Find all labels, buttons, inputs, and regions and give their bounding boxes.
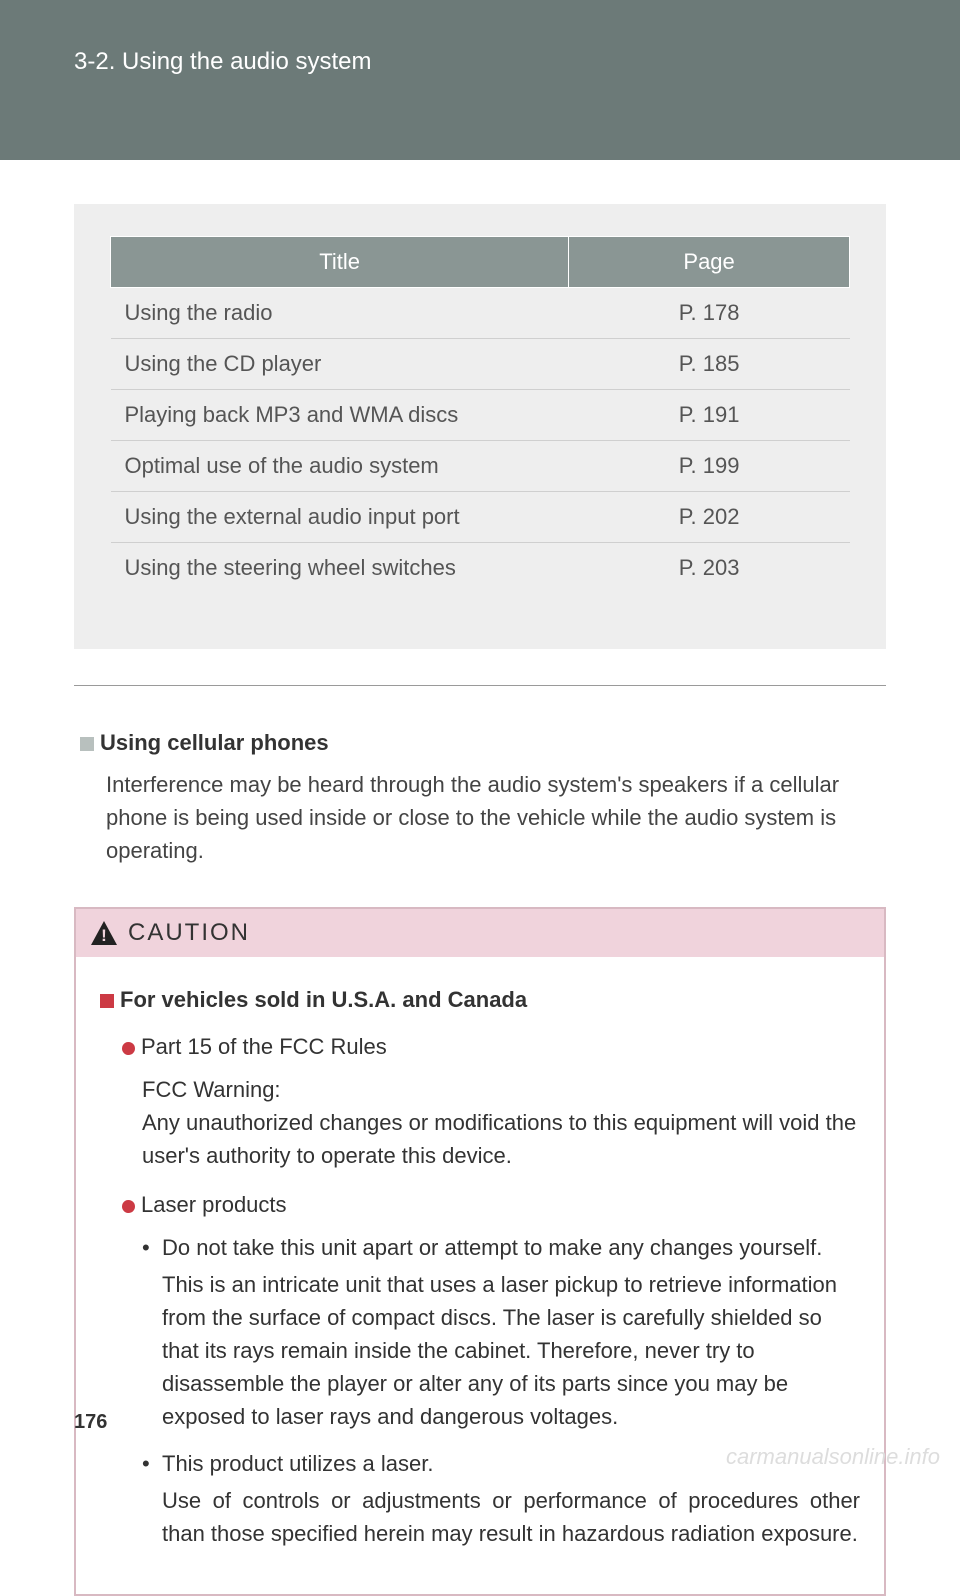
note-heading-text: Using cellular phones [100,730,329,755]
th-title: Title [111,237,569,288]
bullet-dot-icon: • [142,1231,162,1264]
caution-item-title: Part 15 of the FCC Rules [141,1034,387,1059]
page-content: Title Page Using the radio P. 178 Using … [0,204,960,1596]
note-body: Interference may be heard through the au… [106,768,880,867]
section-title: 3-2. Using the audio system [74,48,960,76]
fcc-warning-label: FCC Warning: [142,1077,281,1102]
caution-bullet: • Do not take this unit apart or attempt… [142,1231,860,1264]
cell-page: P. 202 [569,492,850,543]
svg-text:!: ! [101,926,107,945]
page-number: 176 [74,1411,107,1434]
caution-item: Laser products [122,1188,860,1221]
note-heading: Using cellular phones [80,730,880,756]
cell-page: P. 199 [569,441,850,492]
caution-box: ! CAUTION For vehicles sold in U.S.A. an… [74,907,886,1596]
table-row: Using the external audio input port P. 2… [111,492,850,543]
caution-title: CAUTION [128,919,250,947]
caution-header: ! CAUTION [76,909,884,957]
watermark: carmanualsonline.info [726,1444,940,1470]
dot-bullet-icon [122,1042,135,1055]
bullet-dot-icon: • [142,1447,162,1480]
cell-page: P. 178 [569,288,850,339]
caution-item-title: Laser products [141,1192,287,1217]
cell-title: Using the external audio input port [111,492,569,543]
fcc-warning-body: Any unauthorized changes or modification… [142,1110,856,1168]
caution-sub: FCC Warning: Any unauthorized changes or… [142,1073,860,1172]
caution-heading: For vehicles sold in U.S.A. and Canada [100,983,860,1016]
square-bullet-icon [80,737,94,751]
cell-page: P. 191 [569,390,850,441]
warning-triangle-icon: ! [90,920,118,946]
caution-body: For vehicles sold in U.S.A. and Canada P… [76,957,884,1594]
cell-title: Using the CD player [111,339,569,390]
cell-title: Optimal use of the audio system [111,441,569,492]
caution-item: Part 15 of the FCC Rules [122,1030,860,1063]
note-block: Using cellular phones Interference may b… [74,730,886,867]
table-row: Using the radio P. 178 [111,288,850,339]
table-row: Using the steering wheel switches P. 203 [111,543,850,594]
index-table-wrap: Title Page Using the radio P. 178 Using … [74,204,886,649]
table-row: Using the CD player P. 185 [111,339,850,390]
header-band: 3-2. Using the audio system [0,0,960,160]
table-row: Playing back MP3 and WMA discs P. 191 [111,390,850,441]
th-page: Page [569,237,850,288]
cell-page: P. 203 [569,543,850,594]
cell-title: Using the steering wheel switches [111,543,569,594]
cell-page: P. 185 [569,339,850,390]
index-table: Title Page Using the radio P. 178 Using … [110,236,850,593]
cell-title: Playing back MP3 and WMA discs [111,390,569,441]
dot-bullet-icon [122,1200,135,1213]
divider [74,685,886,686]
bullet-lead: This product utilizes a laser. [162,1447,433,1480]
bullet-body: This is an intricate unit that uses a la… [162,1268,860,1433]
table-row: Optimal use of the audio system P. 199 [111,441,850,492]
caution-heading-text: For vehicles sold in U.S.A. and Canada [120,987,527,1012]
square-bullet-icon [100,994,114,1008]
bullet-lead: Do not take this unit apart or attempt t… [162,1231,822,1264]
bullet-body: Use of controls or adjustments or perfor… [162,1484,860,1550]
cell-title: Using the radio [111,288,569,339]
